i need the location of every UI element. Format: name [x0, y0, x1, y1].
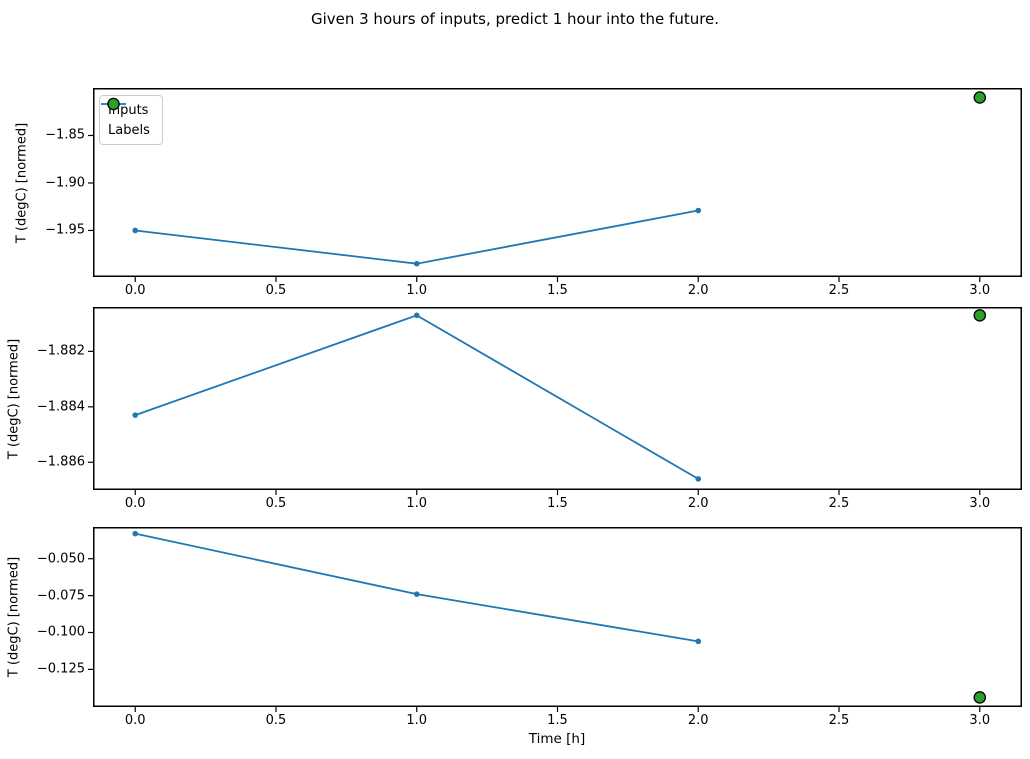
inputs-point [132, 412, 139, 418]
x-tick-label: 2.0 [687, 283, 709, 298]
labels-circle-icon [107, 97, 120, 111]
y-tick-label: −1.95 [45, 222, 85, 238]
inputs-point [695, 638, 702, 645]
y-axis-label: T (degC) [normed] [6, 556, 22, 678]
x-tick-label: 2.5 [828, 496, 850, 511]
inputs-point [695, 476, 702, 482]
legend-label-labels: Labels [108, 122, 150, 138]
x-tick-label: 0.5 [265, 283, 287, 298]
x-tick-label: 2.5 [828, 713, 850, 728]
x-tick-label: 1.5 [547, 713, 568, 728]
x-tick-label: 1.0 [406, 496, 428, 511]
subplot-bottom: 0.0 0.5 1.0 1.5 2.0 2.5 3.0 −0.050 −0.075 −0.100 −… [7, 527, 1022, 728]
y-tick-label: −1.884 [36, 399, 85, 415]
x-tick-label: 0.0 [124, 283, 146, 298]
labels-point [973, 91, 987, 104]
labels-point [973, 691, 987, 704]
y-tick-label: −1.85 [45, 127, 85, 143]
labels-point [973, 309, 987, 322]
y-tick-label: −0.050 [36, 551, 85, 567]
y-tick-label: −0.100 [36, 624, 85, 640]
x-tick-label: 2.0 [687, 713, 709, 728]
plot-canvas [88, 527, 1022, 712]
inputs-line [134, 314, 699, 480]
x-tick-label: 1.5 [547, 283, 568, 298]
y-tick-label: −1.882 [36, 343, 85, 359]
axes-spines [93, 527, 1022, 707]
inputs-point [695, 207, 702, 214]
inputs-line [135, 532, 699, 643]
x-tick-label: 1.5 [547, 496, 568, 511]
y-tick-label: −1.90 [45, 175, 85, 191]
y-tick-label: −0.125 [36, 661, 85, 677]
x-tick-label: 2.5 [828, 283, 850, 298]
x-tick-label: 3.0 [969, 283, 991, 298]
x-tick-label: 2.0 [687, 496, 709, 511]
legend-entry-labels: Labels [107, 97, 150, 140]
x-tick-label: 3.0 [969, 713, 991, 728]
figure-title: Given 3 hours of inputs, predict 1 hour … [310, 10, 720, 28]
axes-spines [93, 88, 1022, 277]
inputs-point [132, 227, 139, 234]
x-tick-label: 0.5 [265, 713, 287, 728]
axes-spines [93, 307, 1022, 490]
subplot-top: Inputs Labels 0.0 0.5 1.0 1.5 2.0 2.5 3.0 −1.85… [15, 88, 1022, 298]
inputs-point [413, 591, 420, 597]
x-tick-label: 1.0 [406, 283, 428, 298]
subplot-middle: 0.0 0.5 1.0 1.5 2.0 2.5 3.0 −1.882 −1.884 −1.886 T… [7, 307, 1022, 511]
x-tick-label: 0.0 [124, 713, 146, 728]
y-tick-label: −1.886 [36, 454, 85, 470]
inputs-point [132, 530, 139, 537]
y-axis-label: T (degC) [normed] [14, 122, 30, 243]
inputs-point [413, 260, 420, 267]
legend: Inputs Labels [99, 95, 163, 145]
plot-canvas [88, 307, 1022, 495]
x-tick-label: 0.0 [124, 496, 146, 511]
inputs-point [413, 312, 420, 319]
y-tick-label: −0.075 [36, 588, 85, 604]
x-axis-label: Time [h] [528, 731, 586, 747]
y-axis-label: T (degC) [normed] [6, 338, 22, 459]
inputs-line [135, 209, 699, 265]
x-tick-label: 0.5 [265, 496, 287, 511]
x-tick-label: 3.0 [969, 496, 991, 511]
x-tick-label: 1.0 [406, 713, 428, 728]
plot-canvas [88, 88, 1022, 282]
